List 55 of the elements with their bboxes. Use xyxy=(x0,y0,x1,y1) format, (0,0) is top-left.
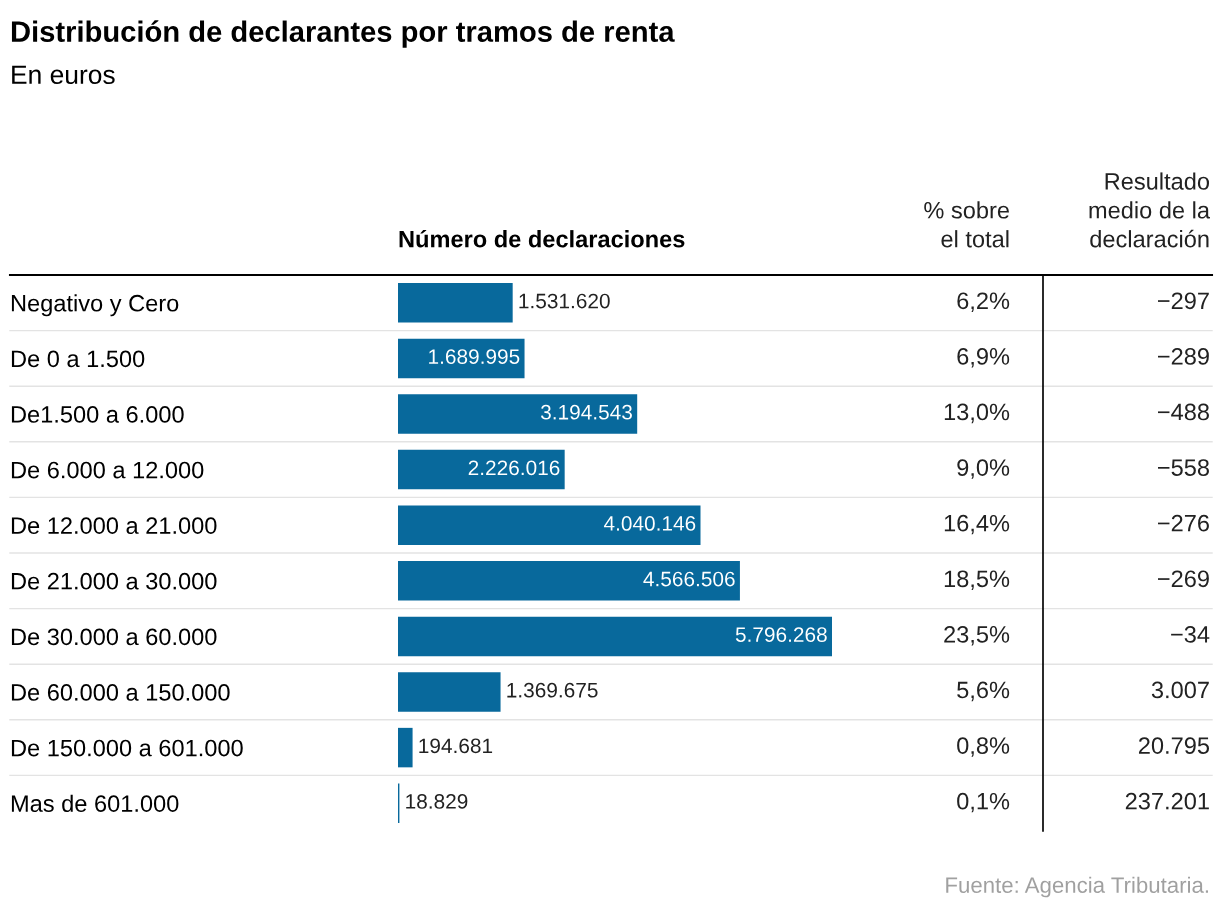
y-tick-label: Mas de 601.000 xyxy=(11,794,179,812)
y-tick-label: De1.500 a 6.000 xyxy=(11,406,184,423)
y-tick-label: Negativo y Cero xyxy=(11,294,179,317)
bar xyxy=(398,449,565,490)
data-label: −269 xyxy=(1157,570,1209,588)
data-label: −297 xyxy=(1157,292,1209,310)
bar xyxy=(398,505,701,545)
bar xyxy=(398,672,501,712)
data-label: 0,8% xyxy=(957,737,1010,757)
data-label: −289 xyxy=(1157,348,1209,365)
bar xyxy=(398,338,525,379)
data-label: 1.369.675 xyxy=(507,682,598,698)
data-label: −488 xyxy=(1157,403,1209,421)
chart-title: Distribución de declarantes por tramos de renta xyxy=(11,20,675,48)
y-tick-label: De 30.000 a 60.000 xyxy=(11,628,217,646)
y-tick-label: De 0 a 1.500 xyxy=(11,350,145,368)
y-tick-label: De 21.000 a 30.000 xyxy=(11,572,217,590)
data-label: 5,6% xyxy=(957,681,1010,702)
bar xyxy=(398,727,413,768)
data-label: 18.829 xyxy=(406,794,468,809)
data-label: 18,5% xyxy=(944,570,1010,590)
data-label: 3.194.543 xyxy=(540,404,632,420)
data-label: −276 xyxy=(1157,514,1209,532)
data-label: 5.796.268 xyxy=(735,627,827,642)
source-note: Fuente: Agencia Tributaria. xyxy=(946,876,1208,898)
data-label: 0,1% xyxy=(957,792,1010,813)
data-label: 194.681 xyxy=(419,738,493,754)
data-label: 2.226.016 xyxy=(468,460,560,476)
data-label: 237.201 xyxy=(1125,792,1209,810)
data-label: 4.566.506 xyxy=(643,571,735,587)
bar xyxy=(398,616,832,657)
data-label: 6,9% xyxy=(957,348,1010,368)
data-label: −558 xyxy=(1157,459,1209,476)
bar xyxy=(398,561,740,601)
y-tick-label: De 150.000 a 601.000 xyxy=(11,739,243,757)
text: Resultado medio de la declaración xyxy=(1089,172,1211,248)
data-label: 6,2% xyxy=(957,292,1010,312)
y-tick-label: De 6.000 a 12.000 xyxy=(11,461,204,479)
data-label: 16,4% xyxy=(944,514,1010,535)
text: % sobre el total xyxy=(924,201,1009,248)
data-label: 3.007 xyxy=(1151,681,1209,699)
data-label: 9,0% xyxy=(957,459,1010,479)
bar xyxy=(398,394,638,434)
data-label: 1.689.995 xyxy=(429,349,520,364)
y-tick-label: De 12.000 a 21.000 xyxy=(11,517,217,534)
data-label: 1.531.620 xyxy=(519,293,610,309)
y-tick-label: De 60.000 a 150.000 xyxy=(11,684,230,701)
bar xyxy=(398,283,513,323)
text: En euros xyxy=(12,65,115,85)
x-axis-title: Número de declaraciones xyxy=(399,229,685,248)
data-label: 13,0% xyxy=(944,403,1010,424)
data-label: 4.040.146 xyxy=(603,516,696,531)
data-label: −34 xyxy=(1171,626,1210,643)
data-label: 23,5% xyxy=(944,626,1010,646)
data-label: 20.795 xyxy=(1138,737,1210,754)
